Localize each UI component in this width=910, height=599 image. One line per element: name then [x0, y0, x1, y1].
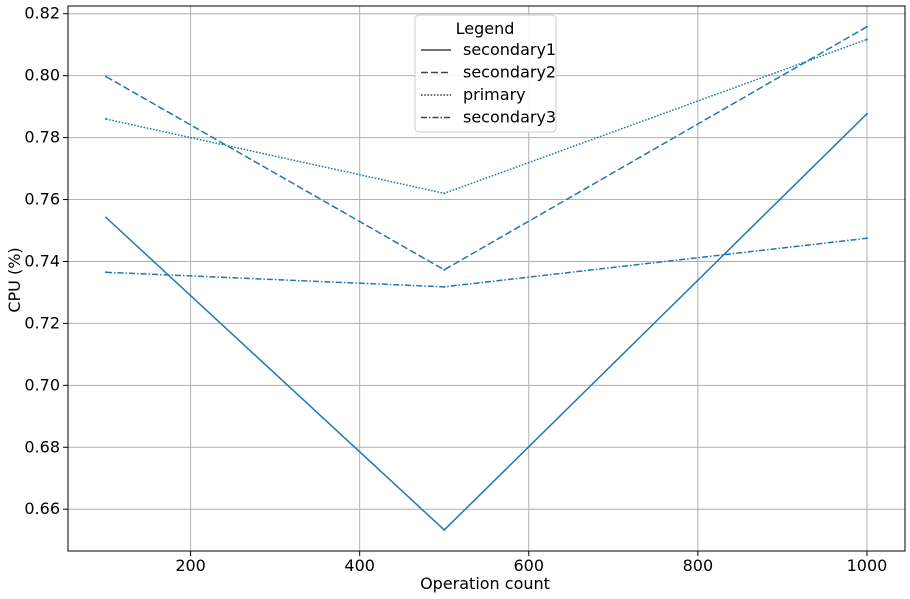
x-axis: 200 400 600 800 1000 — [175, 551, 887, 575]
x-tick-label: 800 — [683, 556, 714, 575]
plot-frame — [67, 5, 906, 552]
series-line-secondary1 — [105, 113, 868, 531]
data-point-secondary2 — [865, 25, 868, 28]
x-tick-label: 600 — [513, 556, 544, 575]
x-tick-label: 200 — [175, 556, 206, 575]
y-tick-label: 0.74 — [24, 251, 60, 270]
legend-box — [414, 14, 557, 133]
legend-label-secondary3: secondary3 — [463, 108, 556, 127]
legend-label-secondary2: secondary2 — [463, 63, 556, 82]
legend-title: Legend — [456, 19, 515, 38]
y-tick-label: 0.70 — [24, 375, 60, 394]
series-lines — [105, 25, 868, 531]
data-point-secondary3 — [865, 237, 868, 240]
legend-label-secondary1: secondary1 — [463, 40, 556, 59]
data-point-primary — [443, 192, 446, 195]
series-line-secondary2 — [105, 26, 868, 271]
y-tick-label: 0.78 — [24, 128, 60, 147]
legend-label-primary: primary — [463, 85, 526, 104]
series-line-secondary3 — [106, 237, 868, 288]
data-point-primary — [865, 38, 868, 41]
y-tick-label: 0.72 — [24, 313, 60, 332]
y-axis-label: CPU (%) — [5, 247, 24, 312]
y-tick-label: 0.68 — [24, 437, 60, 456]
data-point-secondary3 — [443, 285, 446, 288]
legend: Legend secondary1 secondary2 primary second… — [414, 14, 557, 133]
y-tick-label: 0.80 — [24, 66, 60, 85]
data-point-secondary1 — [105, 216, 108, 219]
x-tick-label: 400 — [344, 556, 375, 575]
y-tick-label: 0.82 — [24, 4, 60, 23]
data-point-secondary1 — [865, 112, 868, 115]
x-tick-label: 1000 — [847, 556, 888, 575]
y-axis: 0.66 0.68 0.70 0.72 0.74 0.76 0.78 0.80 0.82 — [24, 4, 68, 518]
data-point-secondary1 — [443, 528, 446, 531]
x-axis-label: Operation count — [420, 574, 550, 593]
data-point-secondary2 — [105, 75, 108, 78]
data-point-primary — [105, 118, 108, 121]
data-point-secondary2 — [443, 268, 446, 271]
y-tick-label: 0.76 — [24, 190, 60, 209]
data-point-secondary3 — [105, 271, 108, 274]
y-tick-label: 0.66 — [24, 499, 60, 518]
